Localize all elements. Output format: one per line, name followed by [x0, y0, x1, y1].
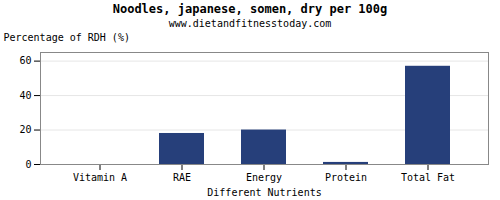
svg-text:40: 40 — [19, 90, 31, 101]
svg-text:Different Nutrients: Different Nutrients — [207, 187, 321, 198]
svg-text:60: 60 — [19, 55, 31, 66]
svg-text:Energy: Energy — [246, 172, 282, 183]
svg-text:Percentage of RDH (%): Percentage of RDH (%) — [4, 32, 130, 43]
html-text:Noodles, japanese, somen, dry: Noodles, japanese, somen, dry per 100g — [112, 2, 388, 16]
svg-text:0: 0 — [25, 159, 31, 170]
svg-text:RAE: RAE — [173, 172, 191, 183]
svg-text:Protein: Protein — [325, 172, 367, 183]
svg-text:Vitamin A: Vitamin A — [73, 172, 127, 183]
html-text:www.dietandfitnesstoday.com: www.dietandfitnesstoday.com — [168, 18, 332, 29]
svg-text:Total Fat: Total Fat — [401, 172, 455, 183]
svg-text:20: 20 — [19, 124, 31, 135]
